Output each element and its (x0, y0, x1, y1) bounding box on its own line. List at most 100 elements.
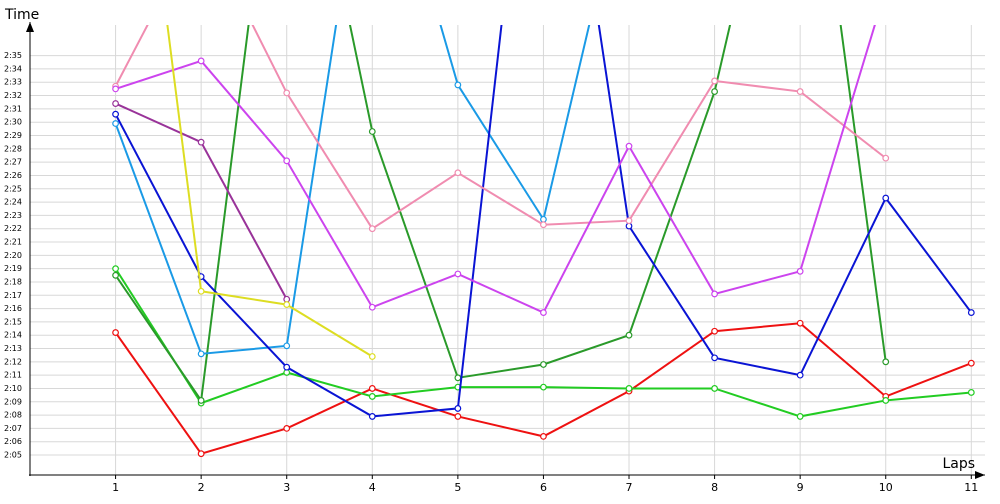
data-point (197, 397, 205, 404)
data-point (454, 374, 462, 382)
data-point (197, 450, 205, 458)
y-tick-label: 2:22 (4, 224, 22, 233)
y-tick-label: 2:28 (4, 144, 22, 153)
y-tick-label: 2:11 (4, 371, 22, 380)
x-tick-label: 7 (626, 481, 633, 494)
y-tick-label: 2:26 (4, 171, 22, 180)
y-tick-label: 2:13 (4, 344, 22, 353)
data-point (283, 342, 291, 350)
y-tick-label: 2:27 (4, 158, 22, 167)
data-point (711, 385, 718, 392)
data-point (368, 303, 376, 311)
data-point (625, 217, 633, 225)
data-point (711, 354, 718, 362)
series-line (114, 25, 973, 418)
y-tick-label: 2:09 (4, 397, 22, 406)
data-point (540, 383, 547, 391)
y-tick-label: 2:24 (4, 198, 22, 207)
data-point (454, 270, 462, 278)
x-tick-label: 2 (198, 481, 205, 494)
plot-area (112, 25, 975, 458)
y-tick-label: 2:08 (4, 411, 22, 420)
data-point (197, 350, 205, 358)
y-tick-label: 2:17 (4, 291, 22, 300)
data-point (454, 169, 462, 177)
data-point (283, 89, 291, 97)
data-point (283, 301, 291, 308)
data-point (967, 309, 975, 316)
y-tick-label: 2:05 (4, 451, 22, 460)
data-point (967, 359, 975, 367)
data-point (112, 120, 119, 127)
data-point (540, 221, 547, 229)
x-axis-arrow (975, 471, 985, 479)
data-point (112, 85, 119, 93)
data-point (796, 371, 804, 379)
data-point (711, 88, 718, 95)
data-point (711, 327, 718, 335)
data-point (197, 138, 205, 146)
data-point (283, 363, 291, 371)
y-tick-label: 2:21 (4, 238, 22, 247)
y-tick-label: 2:29 (4, 131, 22, 140)
y-tick-label: 2:07 (4, 424, 22, 433)
data-point (197, 287, 205, 295)
data-point (112, 271, 119, 279)
y-tick-label: 2:12 (4, 357, 22, 366)
data-point (368, 393, 376, 400)
y-axis-title: Time (4, 7, 39, 23)
y-tick-label: 2:19 (4, 264, 22, 273)
y-tick-label: 2:33 (4, 78, 22, 87)
data-point (796, 88, 804, 95)
data-point (112, 100, 119, 107)
y-tick-label: 2:23 (4, 211, 22, 220)
data-point (454, 81, 462, 89)
data-point (625, 385, 633, 392)
x-tick-label: 5 (454, 481, 461, 494)
x-tick-label: 6 (540, 481, 547, 494)
series-line (114, 25, 887, 404)
x-tick-label: 9 (797, 481, 804, 494)
x-tick-label: 11 (964, 481, 978, 494)
y-tick-label: 2:32 (4, 91, 22, 100)
data-point (711, 77, 718, 85)
data-point (796, 267, 804, 275)
x-tick-label: 8 (711, 481, 718, 494)
data-point (540, 432, 547, 440)
y-tick-label: 2:15 (4, 317, 22, 326)
data-point (882, 154, 890, 162)
y-tick-label: 2:10 (4, 384, 22, 393)
data-point (368, 353, 376, 360)
data-point (540, 309, 547, 316)
y-tick-label: 2:16 (4, 304, 22, 313)
x-tick-label: 4 (369, 481, 376, 494)
x-tick-label: 10 (879, 481, 893, 494)
x-axis-title: Laps (942, 456, 975, 472)
y-tick-label: 2:14 (4, 331, 22, 340)
data-point (368, 385, 376, 392)
data-point (882, 358, 890, 366)
data-point (882, 397, 890, 404)
y-tick-label: 2:18 (4, 277, 22, 286)
y-tick-label: 2:34 (4, 64, 22, 73)
data-point (540, 361, 547, 368)
data-point (368, 225, 376, 233)
series-line (166, 25, 373, 358)
data-point (454, 405, 462, 412)
series-line (115, 25, 876, 314)
y-axis-arrow (26, 22, 34, 32)
data-point (283, 425, 291, 432)
data-point (625, 142, 633, 150)
x-tick-label: 3 (283, 481, 290, 494)
data-point (283, 157, 291, 165)
y-tick-label: 2:30 (4, 118, 22, 127)
data-point (625, 331, 633, 339)
x-tick-label: 1 (112, 481, 119, 494)
data-point (368, 128, 376, 135)
data-point (796, 319, 804, 327)
y-tick-label: 2:31 (4, 104, 22, 113)
data-point (967, 389, 975, 396)
data-point (112, 110, 119, 118)
